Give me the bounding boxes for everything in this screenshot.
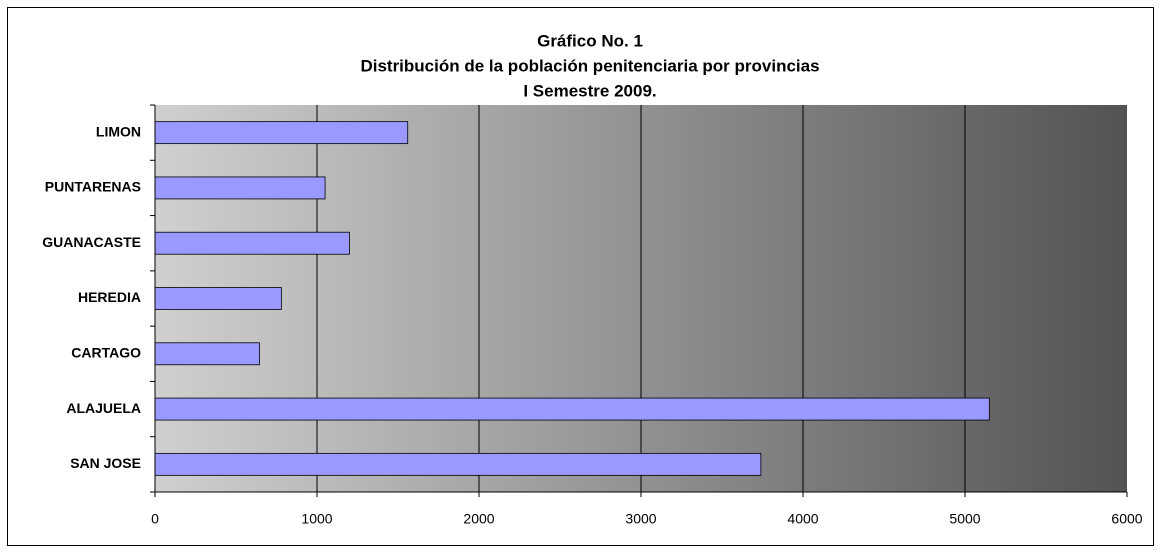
y-tick-label: CARTAGO bbox=[71, 344, 141, 360]
bar bbox=[154, 342, 260, 366]
x-tick-label: 4000 bbox=[787, 511, 818, 527]
y-tick-label: HEREDIA bbox=[78, 289, 141, 305]
x-tick-label: 6000 bbox=[1111, 511, 1142, 527]
y-tick-label: PUNTARENAS bbox=[45, 179, 141, 195]
y-tick-label: GUANACASTE bbox=[42, 234, 141, 250]
x-tick-label: 3000 bbox=[625, 511, 656, 527]
bar bbox=[154, 452, 762, 476]
x-tick-label: 2000 bbox=[463, 511, 494, 527]
chart-title: Gráfico No. 1 bbox=[537, 31, 643, 50]
chart-title: Distribución de la población penitenciar… bbox=[360, 56, 819, 75]
y-tick-label: ALAJUELA bbox=[66, 400, 141, 416]
bar bbox=[154, 287, 282, 310]
chart-title: I Semestre 2009. bbox=[523, 81, 656, 100]
x-tick-label: 5000 bbox=[949, 511, 980, 527]
bar bbox=[154, 121, 409, 145]
x-tick-label: 0 bbox=[151, 511, 159, 527]
y-tick-label: SAN JOSE bbox=[70, 455, 141, 471]
bar bbox=[154, 397, 990, 421]
x-tick-label: 1000 bbox=[301, 511, 332, 527]
y-tick-label: LIMON bbox=[96, 123, 141, 139]
bar bbox=[154, 231, 350, 255]
bar bbox=[154, 176, 326, 200]
